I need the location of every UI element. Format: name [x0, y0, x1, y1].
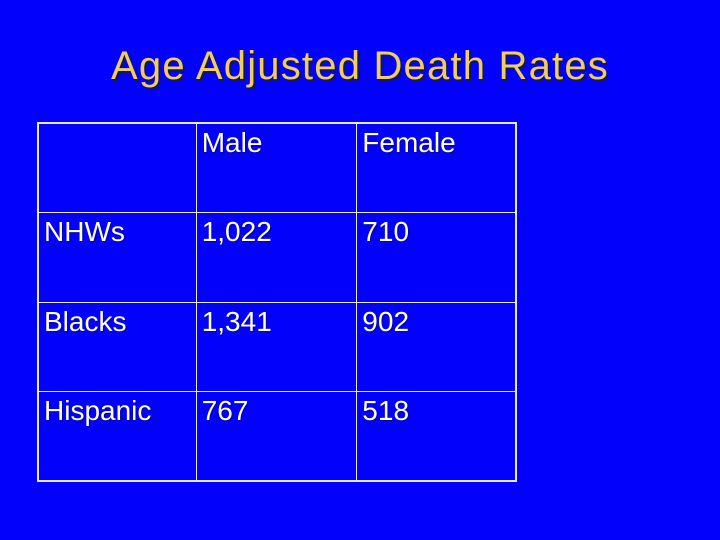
table-row: NHWs 1,022 710	[37, 212, 517, 303]
corner-cell	[37, 122, 197, 213]
death-rates-table: Male Female NHWs 1,022 710 Blacks 1,341 …	[37, 122, 517, 482]
cell-hispanic-female: 518	[356, 391, 517, 482]
slide-title: Age Adjusted Death Rates	[111, 44, 609, 88]
row-label-nhws: NHWs	[37, 212, 197, 303]
cell-blacks-male: 1,341	[195, 301, 358, 392]
column-header-male: Male	[195, 122, 358, 213]
row-label-blacks: Blacks	[37, 301, 197, 392]
cell-nhws-female: 710	[356, 212, 517, 303]
cell-nhws-male: 1,022	[195, 212, 358, 303]
cell-blacks-female: 902	[356, 301, 517, 392]
table-row: Hispanic 767 518	[37, 391, 517, 482]
column-header-female: Female	[356, 122, 517, 213]
row-label-hispanic: Hispanic	[37, 391, 197, 482]
table-row: Blacks 1,341 902	[37, 301, 517, 392]
cell-hispanic-male: 767	[195, 391, 358, 482]
table-header-row: Male Female	[37, 122, 517, 213]
